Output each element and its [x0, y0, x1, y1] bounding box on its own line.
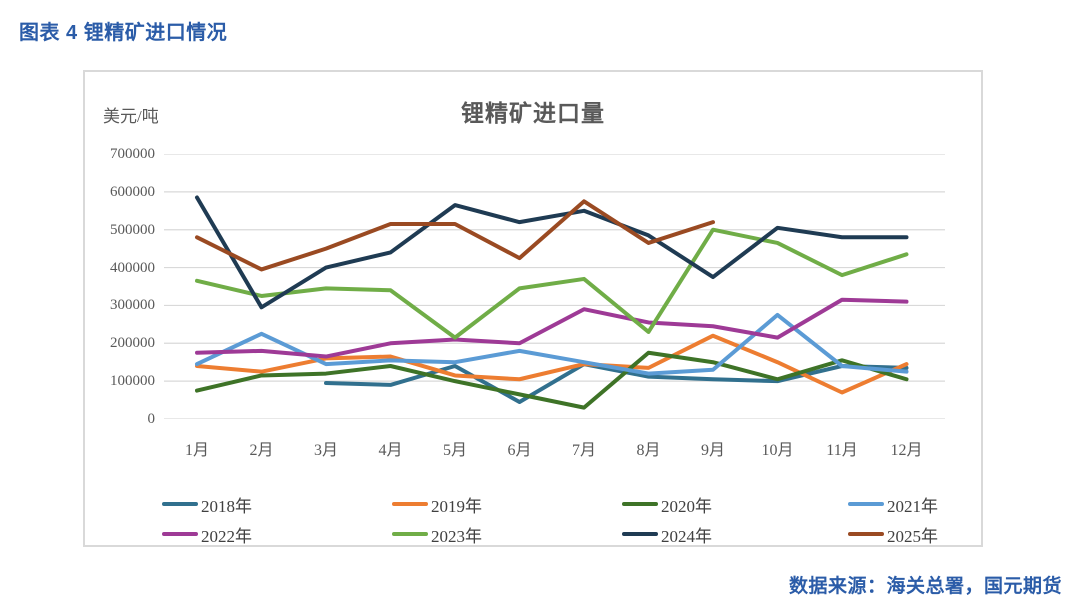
legend-swatch-2025年: [848, 532, 884, 536]
series-line-2022年: [195, 297, 909, 359]
y-axis-tick-label: 200000: [110, 335, 155, 352]
legend-swatch-2021年: [848, 502, 884, 506]
legend-item: 2025年: [848, 523, 938, 546]
figure-caption: 图表 4 锂精矿进口情况: [19, 22, 228, 44]
y-axis-tick-labels: 0 100000 200000 300000 400000 500000 600000 700…: [85, 146, 155, 427]
legend-item: 2023年: [392, 523, 482, 546]
legend-swatch-2024年: [622, 532, 658, 536]
legend-item: 2018年: [162, 493, 252, 516]
x-axis-tick-label: 7月: [571, 442, 596, 459]
legend-label: 2019年: [431, 496, 482, 516]
series-line-2023年: [195, 227, 909, 340]
x-axis-tick-label: 5月: [442, 442, 467, 459]
x-axis-tick-labels: 1月 2月 3月 4月 5月 6月 7月 8月 9月 10月 11月 12月: [164, 436, 945, 460]
legend-label: 2022年: [201, 526, 252, 546]
x-axis-tick-label: 9月: [700, 442, 725, 459]
legend-swatch-2023年: [392, 532, 428, 536]
y-axis-tick-label: 400000: [110, 259, 155, 276]
legend-swatch-2019年: [392, 502, 428, 506]
legend-label: 2024年: [661, 526, 712, 546]
legend-label: 2021年: [887, 496, 938, 516]
legend-item: 2022年: [162, 523, 252, 546]
y-axis-tick-label: 0: [147, 411, 156, 427]
y-axis-unit-label: 美元/吨: [103, 107, 159, 126]
x-axis-tick-label: 10月: [761, 442, 794, 459]
series-line-2021年: [195, 312, 909, 376]
legend-swatch-2018年: [162, 502, 198, 506]
legend-item: 2024年: [622, 523, 712, 546]
chart-panel: 美元/吨 锂精矿进口量 0 100000 200000 300000 400000 500…: [83, 70, 983, 547]
data-source-note: 数据来源：海关总署，国元期货: [788, 576, 1062, 597]
legend-label: 2020年: [661, 496, 712, 516]
x-axis-tick-label: 8月: [636, 442, 661, 459]
legend-item: 2020年: [622, 493, 712, 516]
legend-item: 2019年: [392, 493, 482, 516]
y-axis-tick-label: 100000: [110, 373, 155, 390]
series-line-2020年: [195, 350, 909, 410]
y-axis-tick-label: 500000: [110, 221, 155, 238]
x-axis-tick-label: 2月: [249, 442, 274, 459]
legend-label: 2018年: [201, 496, 252, 516]
series-line-2024年: [195, 195, 909, 310]
y-axis-tick-label: 300000: [110, 297, 155, 314]
x-axis-tick-label: 12月: [890, 442, 923, 459]
x-axis-tick-label: 11月: [826, 442, 858, 459]
legend-swatch-2020年: [622, 502, 658, 506]
chart-title: 锂精矿进口量: [461, 101, 605, 126]
y-axis-tick-label: 600000: [110, 183, 155, 200]
line-chart-plot: [164, 154, 945, 419]
y-axis-tick-label: 700000: [110, 146, 155, 162]
legend-label: 2025年: [887, 526, 938, 546]
series-line-2025年: [195, 199, 715, 272]
legend-label: 2023年: [431, 526, 482, 546]
x-axis-tick-label: 6月: [507, 442, 532, 459]
legend-swatch-2022年: [162, 532, 198, 536]
x-axis-tick-label: 3月: [313, 442, 338, 459]
x-axis-tick-label: 4月: [378, 442, 403, 459]
x-axis-tick-label: 1月: [184, 442, 209, 459]
legend-item: 2021年: [848, 493, 938, 516]
